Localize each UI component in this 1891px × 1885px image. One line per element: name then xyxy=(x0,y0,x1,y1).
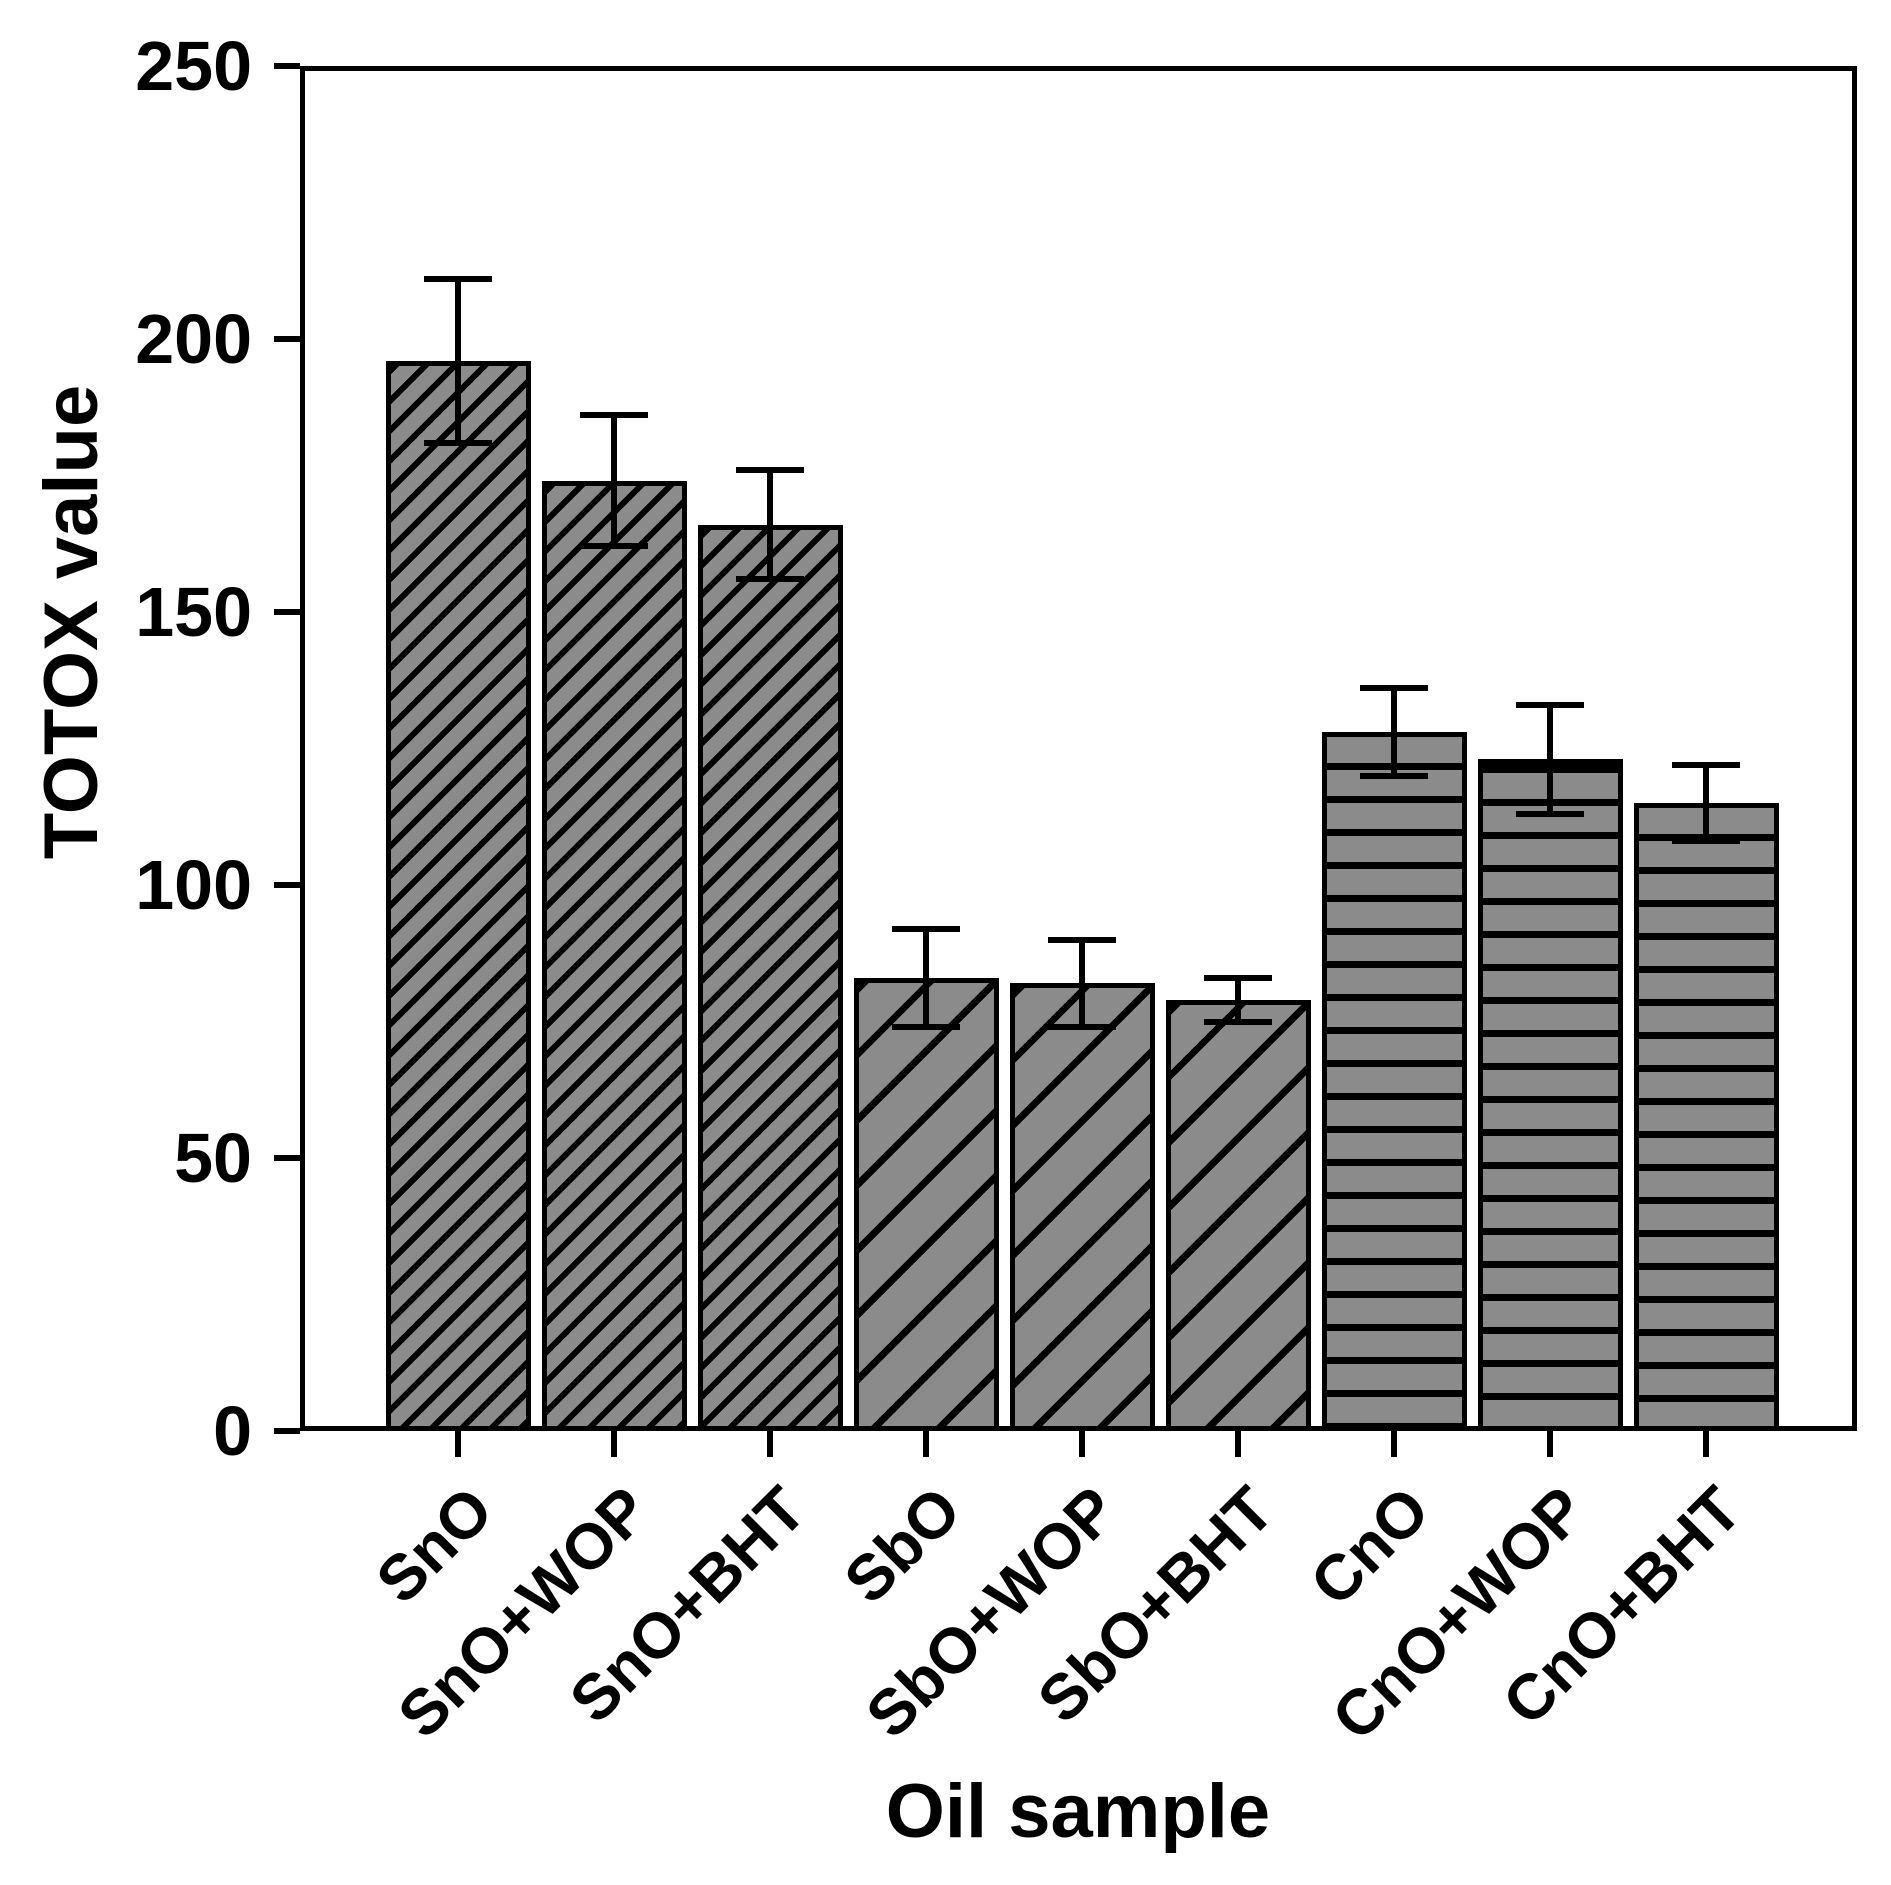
y-axis-tick xyxy=(274,336,300,342)
error-bar-line xyxy=(611,415,617,547)
y-axis-tick xyxy=(274,1155,300,1161)
error-bar-cap-bottom xyxy=(736,576,804,583)
error-bar-line xyxy=(1391,688,1397,776)
error-bar-cap-bottom xyxy=(1204,1018,1272,1025)
error-bar-line xyxy=(1547,704,1553,814)
x-axis-tick xyxy=(455,1431,461,1457)
bar-CnO xyxy=(1321,732,1467,1431)
y-axis-tick xyxy=(274,882,300,888)
x-axis-title-text: Oil sample xyxy=(885,1769,1271,1854)
x-axis-tick-label-text: CnO xyxy=(1296,1472,1443,1620)
y-axis-tick xyxy=(274,1428,300,1434)
bar-SnO xyxy=(385,360,531,1431)
y-axis-tick-label: 50 xyxy=(174,1119,252,1197)
y-axis-tick xyxy=(274,609,300,615)
x-axis-tick xyxy=(1235,1431,1241,1457)
error-bar-cap-top xyxy=(1672,761,1740,768)
error-bar-line xyxy=(923,928,929,1027)
y-axis-tick-label: 250 xyxy=(135,27,252,105)
error-bar-cap-bottom xyxy=(1672,838,1740,845)
bar-SbO+WOP xyxy=(1009,983,1155,1431)
error-bar-cap-bottom xyxy=(1048,1023,1116,1030)
error-bar-cap-top xyxy=(892,925,960,932)
error-bar-cap-bottom xyxy=(580,543,648,550)
x-axis-tick-label-text: SnO xyxy=(362,1472,507,1617)
y-axis-tick-label: 0 xyxy=(213,1392,252,1470)
y-axis-tick xyxy=(274,63,300,69)
error-bar-line xyxy=(1079,939,1085,1027)
bar-SnO+BHT xyxy=(697,524,843,1431)
error-bar-line xyxy=(455,278,461,443)
x-axis-tick-label-text: SbO xyxy=(830,1472,975,1617)
x-axis-tick xyxy=(767,1431,773,1457)
error-bar-cap-top xyxy=(736,467,804,474)
bar-CnO+WOP xyxy=(1477,759,1623,1431)
x-axis-tick xyxy=(1547,1431,1553,1457)
x-axis-tick xyxy=(1079,1431,1085,1457)
error-bar-cap-top xyxy=(424,275,492,282)
x-axis-tick xyxy=(923,1431,929,1457)
error-bar-cap-bottom xyxy=(424,439,492,446)
y-axis-tick-label: 150 xyxy=(135,573,252,651)
error-bar-cap-bottom xyxy=(892,1023,960,1030)
error-bar-cap-top xyxy=(1048,936,1116,943)
y-axis-tick-label: 100 xyxy=(135,846,252,924)
x-axis-tick xyxy=(611,1431,617,1457)
error-bar-line xyxy=(1235,977,1241,1022)
error-bar-cap-bottom xyxy=(1360,772,1428,779)
error-bar-line xyxy=(767,470,773,580)
error-bar-cap-top xyxy=(580,412,648,419)
bar-CnO+BHT xyxy=(1633,803,1779,1431)
bar-SbO xyxy=(853,977,999,1431)
y-axis-tick-label: 200 xyxy=(135,300,252,378)
error-bar-cap-bottom xyxy=(1516,811,1584,818)
error-bar-line xyxy=(1703,764,1709,842)
bar-SbO+BHT xyxy=(1165,999,1311,1431)
error-bar-cap-top xyxy=(1516,701,1584,708)
error-bar-cap-top xyxy=(1204,974,1272,981)
x-axis-tick xyxy=(1391,1431,1397,1457)
bar-SnO+WOP xyxy=(541,480,687,1431)
error-bar-cap-top xyxy=(1360,685,1428,692)
x-axis-tick xyxy=(1703,1431,1709,1457)
